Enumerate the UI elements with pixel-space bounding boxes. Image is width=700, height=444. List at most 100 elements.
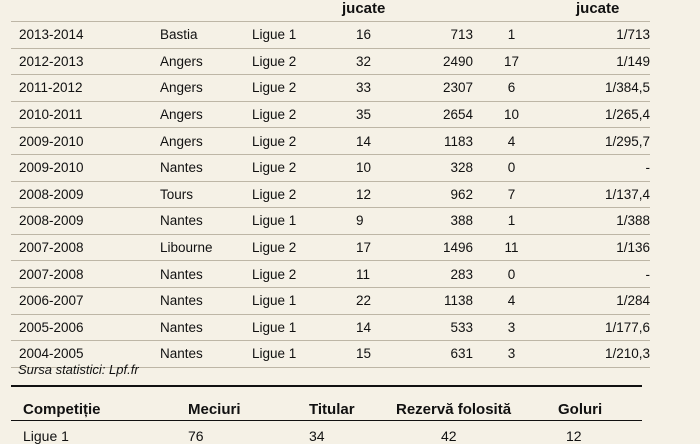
- club-cell: Nantes: [160, 207, 252, 235]
- goals-cell: 1: [473, 21, 550, 49]
- minutes-cell: 1138: [406, 287, 473, 315]
- table-row: 2004-2005 Nantes Ligue 1 15 631 3 1/210,3: [11, 340, 650, 368]
- club-cell: Libourne: [160, 234, 252, 262]
- season-cell: 2012-2013: [11, 48, 160, 76]
- season-cell: 2009-2010: [11, 154, 160, 182]
- league-cell: Ligue 1: [252, 340, 356, 368]
- league-cell: Ligue 1: [252, 207, 356, 235]
- table-row: 2007-2008 Libourne Ligue 2 17 1496 11 1/136: [11, 234, 650, 262]
- season-cell: 2005-2006: [11, 314, 160, 342]
- games-cell: 35: [356, 101, 406, 129]
- season-cell: 2007-2008: [11, 260, 160, 288]
- games-cell: 9: [356, 207, 406, 235]
- goals-cell: 6: [473, 74, 550, 102]
- goals-cell: 10: [473, 101, 550, 129]
- goals-cell: 11: [473, 234, 550, 262]
- minutes-cell: 1183: [406, 127, 473, 155]
- season-cell: 2008-2009: [11, 207, 160, 235]
- season-cell: 2006-2007: [11, 287, 160, 315]
- season-cell: 2009-2010: [11, 127, 160, 155]
- league-cell: Ligue 2: [252, 260, 356, 288]
- goals-cell: 17: [473, 48, 550, 76]
- season-cell: 2013-2014: [11, 21, 160, 49]
- league-cell: Ligue 2: [252, 181, 356, 209]
- summary-header-competition: Competiție: [23, 401, 101, 418]
- ratio-cell: 1/295,7: [550, 127, 650, 155]
- table-row: 2008-2009 Tours Ligue 2 12 962 7 1/137,4: [11, 181, 650, 209]
- club-cell: Angers: [160, 74, 252, 102]
- minutes-cell: 2654: [406, 101, 473, 129]
- club-cell: Angers: [160, 127, 252, 155]
- stats-table-body: 2013-2014 Bastia Ligue 1 16 713 1 1/713 2012-20…: [11, 21, 650, 368]
- club-cell: Nantes: [160, 340, 252, 368]
- ratio-cell: 1/388: [550, 207, 650, 235]
- table-row: 2010-2011 Angers Ligue 2 35 2654 10 1/265,4: [11, 101, 650, 129]
- ratio-cell: 1/149: [550, 48, 650, 76]
- ratio-cell: 1/137,4: [550, 181, 650, 209]
- goals-cell: 4: [473, 287, 550, 315]
- club-cell: Tours: [160, 181, 252, 209]
- divider: [11, 385, 642, 387]
- minutes-cell: 328: [406, 154, 473, 182]
- games-cell: 33: [356, 74, 406, 102]
- summary-cell-starter: 34: [309, 428, 325, 444]
- goals-cell: 3: [473, 314, 550, 342]
- games-cell: 14: [356, 127, 406, 155]
- table-row: 2007-2008 Nantes Ligue 2 11 283 0-: [11, 260, 650, 288]
- minutes-cell: 2490: [406, 48, 473, 76]
- table-row: 2006-2007 Nantes Ligue 1 22 1138 4 1/284: [11, 287, 650, 315]
- club-cell: Angers: [160, 101, 252, 129]
- summary-row: Ligue 1 76 34 42 12: [11, 424, 642, 444]
- games-cell: 22: [356, 287, 406, 315]
- table-row: 2013-2014 Bastia Ligue 1 16 713 1 1/713: [11, 21, 650, 49]
- ratio-cell: 1/136: [550, 234, 650, 262]
- games-cell: 12: [356, 181, 406, 209]
- league-cell: Ligue 1: [252, 314, 356, 342]
- minutes-cell: 283: [406, 260, 473, 288]
- table-row: 2009-2010 Angers Ligue 2 14 1183 4 1/295,7: [11, 127, 650, 155]
- summary-cell-matches: 76: [188, 428, 204, 444]
- goals-cell: 4: [473, 127, 550, 155]
- league-cell: Ligue 2: [252, 127, 356, 155]
- games-cell: 10: [356, 154, 406, 182]
- ratio-cell: 1/210,3: [550, 340, 650, 368]
- summary-cell-competition: Ligue 1: [23, 428, 69, 444]
- season-cell: 2007-2008: [11, 234, 160, 262]
- minutes-cell: 388: [406, 207, 473, 235]
- goals-cell: 7: [473, 181, 550, 209]
- summary-header-goals: Goluri: [558, 401, 603, 418]
- ratio-cell: -: [550, 260, 650, 288]
- summary-header-matches: Meciuri: [188, 401, 241, 418]
- league-cell: Ligue 2: [252, 74, 356, 102]
- summary-header-substitute: Rezervă folosită: [396, 401, 512, 418]
- games-cell: 14: [356, 314, 406, 342]
- minutes-cell: 962: [406, 181, 473, 209]
- stats-table-header: jucate jucate: [0, 0, 700, 20]
- table-row: 2008-2009 Nantes Ligue 1 9 388 1 1/388: [11, 207, 650, 235]
- summary-header-starter: Titular: [309, 401, 355, 418]
- header-ratio: jucate: [576, 0, 620, 17]
- summary-cell-substitute: 42: [441, 428, 457, 444]
- summary-table-header: Competiție Meciuri Titular Rezervă folos…: [11, 398, 642, 421]
- club-cell: Bastia: [160, 21, 252, 49]
- games-cell: 11: [356, 260, 406, 288]
- season-cell: 2010-2011: [11, 101, 160, 129]
- league-cell: Ligue 2: [252, 154, 356, 182]
- club-cell: Nantes: [160, 260, 252, 288]
- minutes-cell: 713: [406, 21, 473, 49]
- league-cell: Ligue 1: [252, 21, 356, 49]
- table-row: 2009-2010 Nantes Ligue 2 10 328 0-: [11, 154, 650, 182]
- league-cell: Ligue 1: [252, 287, 356, 315]
- stats-table: 2013-2014 Bastia Ligue 1 16 713 1 1/713 2012-20…: [11, 21, 650, 368]
- header-games-played: jucate: [342, 0, 386, 17]
- summary-cell-goals: 12: [566, 428, 582, 444]
- ratio-cell: 1/177,6: [550, 314, 650, 342]
- season-cell: 2004-2005: [11, 340, 160, 368]
- minutes-cell: 533: [406, 314, 473, 342]
- table-row: 2005-2006 Nantes Ligue 1 14 533 3 1/177,6: [11, 314, 650, 342]
- source-note: Sursa statistici: Lpf.fr: [18, 362, 139, 377]
- minutes-cell: 2307: [406, 74, 473, 102]
- league-cell: Ligue 2: [252, 234, 356, 262]
- ratio-cell: 1/384,5: [550, 74, 650, 102]
- minutes-cell: 1496: [406, 234, 473, 262]
